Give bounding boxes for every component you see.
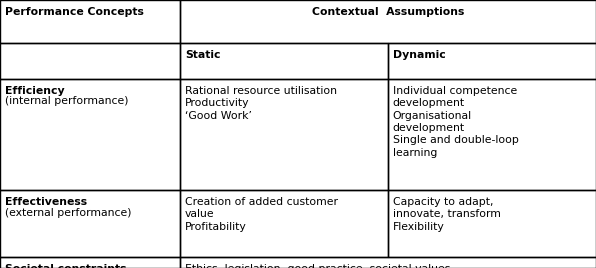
- Text: Capacity to adapt,
innovate, transform
Flexibility: Capacity to adapt, innovate, transform F…: [393, 197, 501, 232]
- Text: Individual competence
development
Organisational
development
Single and double-l: Individual competence development Organi…: [393, 86, 519, 158]
- Bar: [0, 190, 180, 257]
- Text: (internal performance): (internal performance): [5, 96, 128, 106]
- Text: Creation of added customer
value
Profitability: Creation of added customer value Profita…: [185, 197, 338, 232]
- Text: Contextual  Assumptions: Contextual Assumptions: [312, 7, 464, 17]
- Bar: [0, 79, 180, 190]
- Text: Ethics, legislation, good practice, societal values: Ethics, legislation, good practice, soci…: [185, 264, 450, 268]
- Bar: [180, 79, 388, 190]
- Text: Static: Static: [185, 50, 221, 60]
- Bar: [0, 0, 180, 43]
- Text: Dynamic: Dynamic: [393, 50, 446, 60]
- Text: Performance Concepts: Performance Concepts: [5, 7, 144, 17]
- Text: Efficiency: Efficiency: [5, 86, 64, 96]
- Bar: [180, 0, 596, 43]
- Bar: [180, 190, 388, 257]
- Bar: [388, 79, 596, 190]
- Text: (external performance): (external performance): [5, 207, 131, 218]
- Bar: [388, 43, 596, 79]
- Bar: [180, 257, 596, 268]
- Text: Rational resource utilisation
Productivity
‘Good Work’: Rational resource utilisation Productivi…: [185, 86, 337, 121]
- Bar: [388, 190, 596, 257]
- Bar: [0, 257, 180, 268]
- Text: Societal constraints: Societal constraints: [5, 264, 126, 268]
- Bar: [180, 43, 388, 79]
- Bar: [0, 43, 180, 79]
- Text: Effectiveness: Effectiveness: [5, 197, 87, 207]
